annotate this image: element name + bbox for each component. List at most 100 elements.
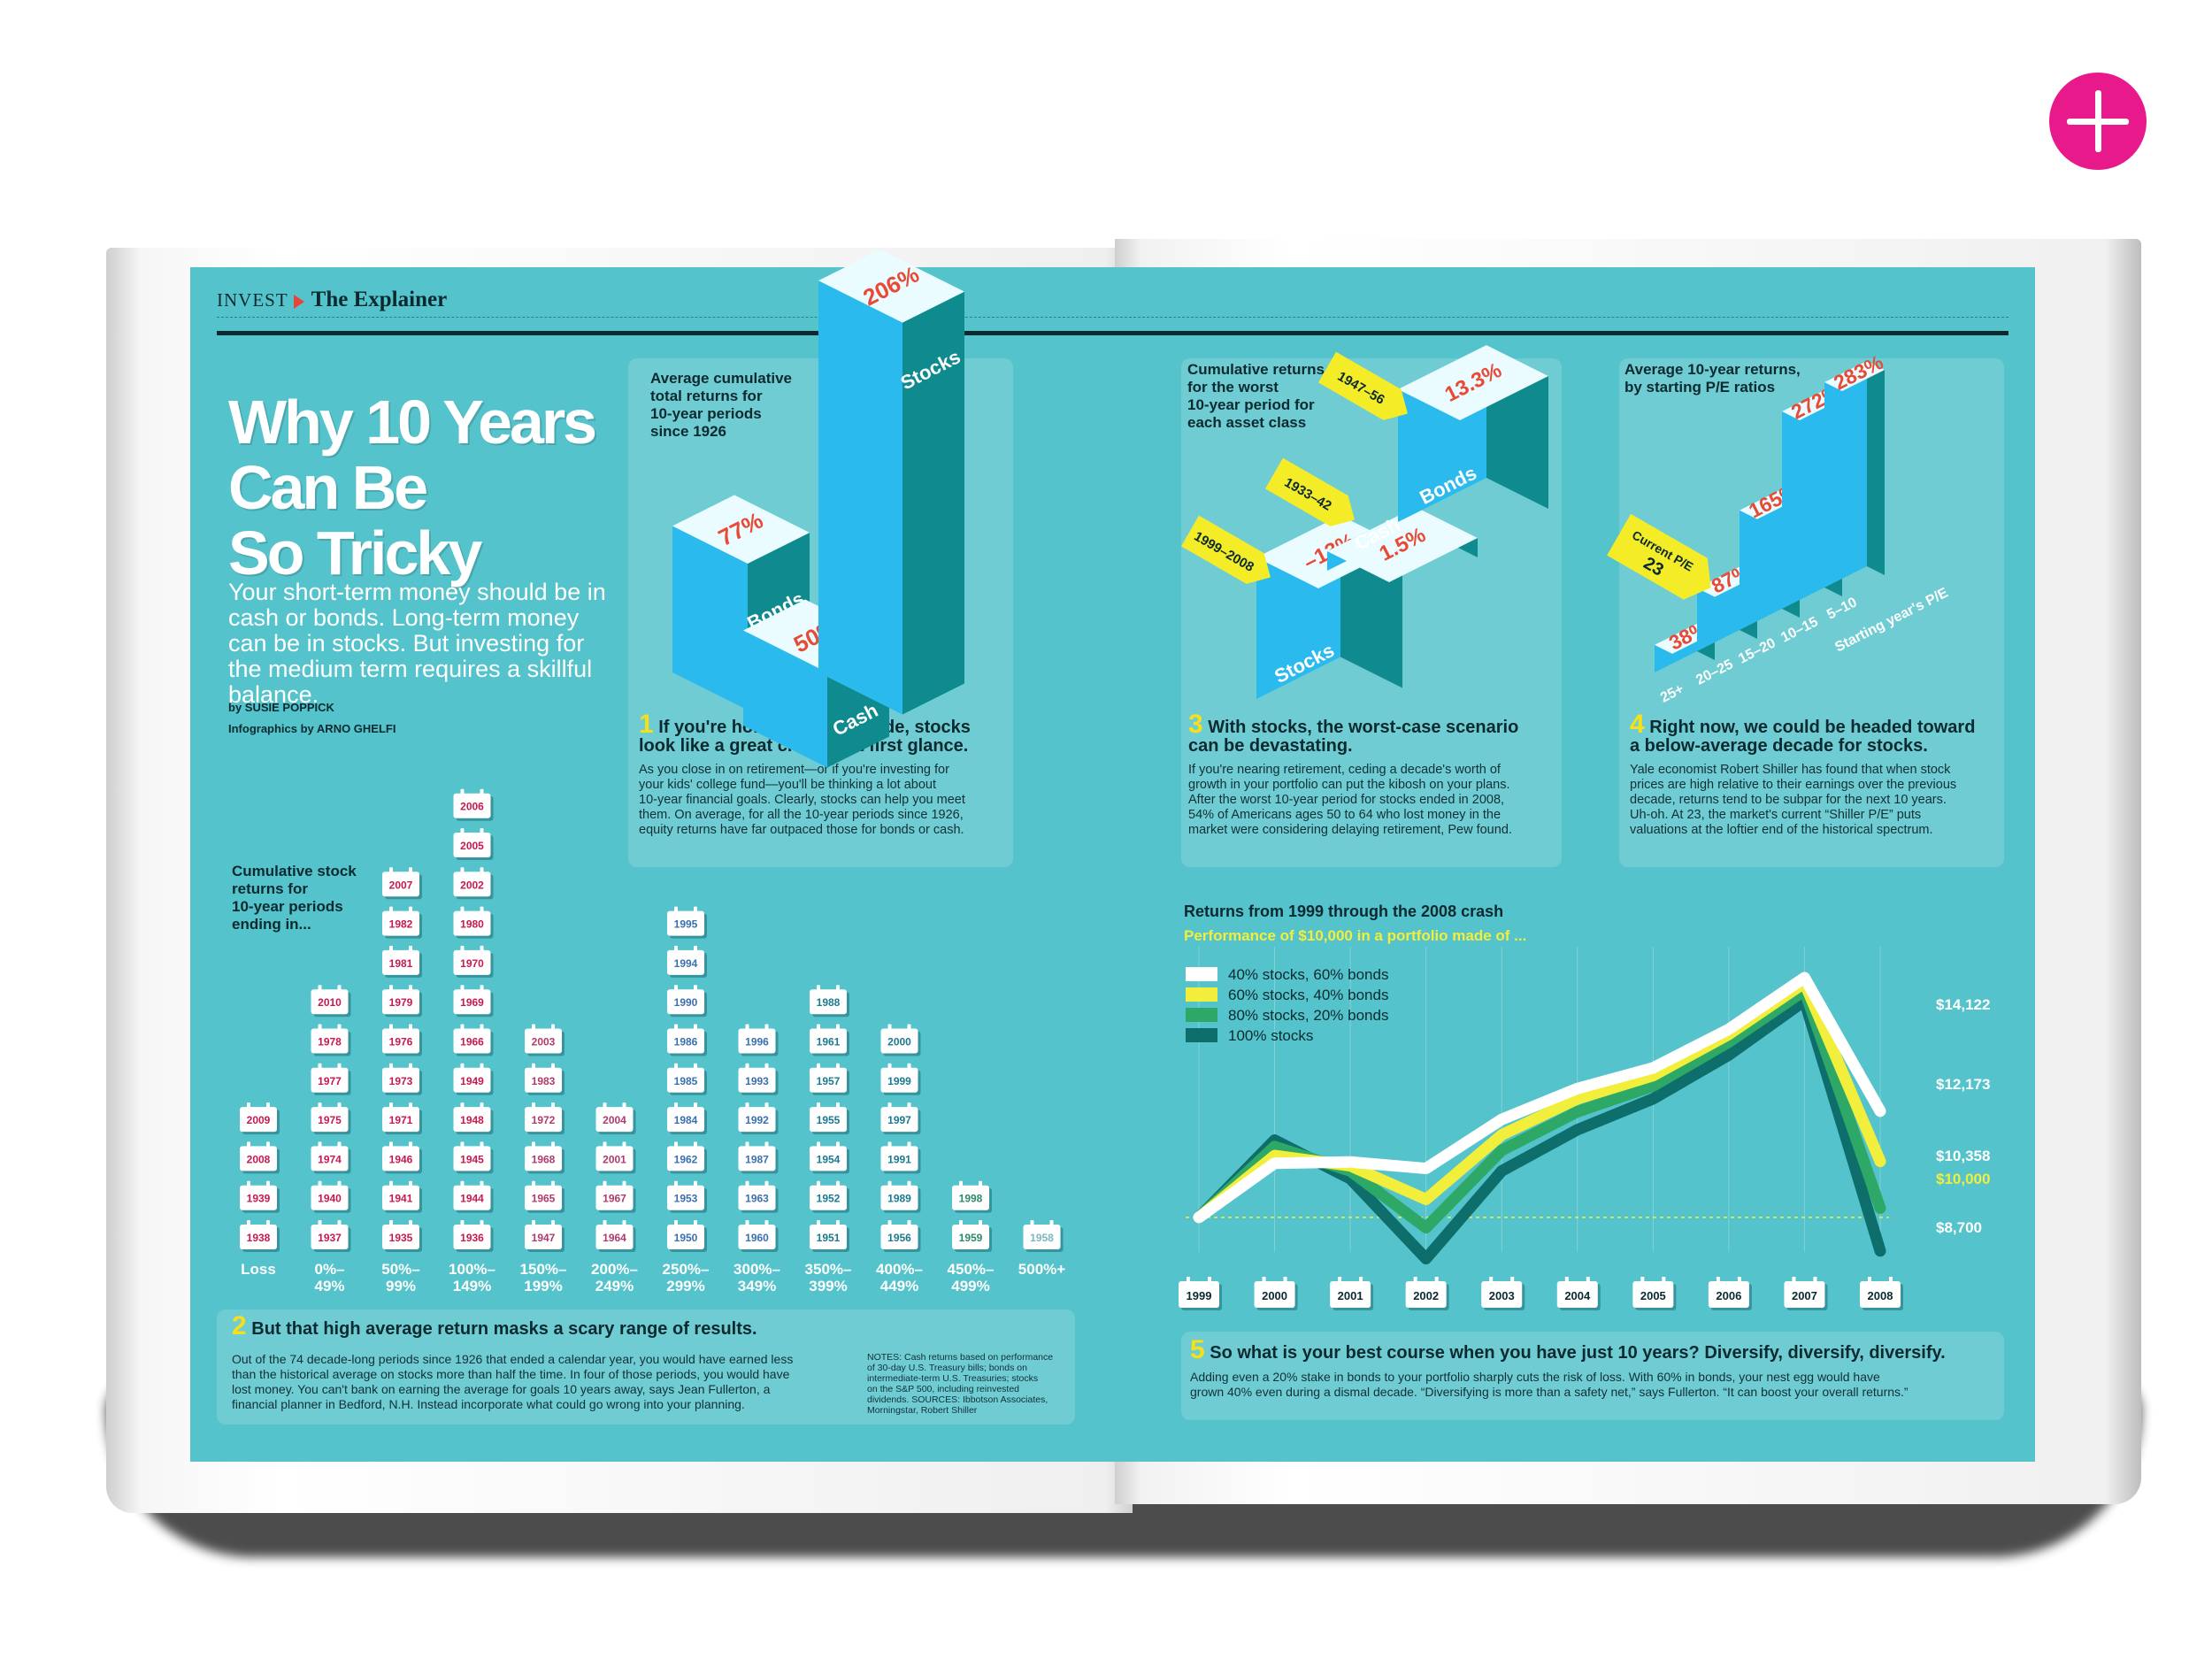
year-tile: 1975 (311, 1102, 351, 1135)
year-tile: 1984 (667, 1102, 707, 1135)
chart5-year-ring (1489, 1277, 1494, 1284)
histogram-bin: 1960 1963 1987 1992 1993 1996 300%–349% (733, 1024, 780, 1294)
bin-label: 350%– (805, 1261, 852, 1278)
year-tile-body (453, 1028, 491, 1054)
year-label: 1993 (745, 1075, 769, 1087)
chart1-bar-front (743, 630, 827, 768)
year-tile: 1947 (525, 1220, 565, 1252)
year-tile-ring (674, 1220, 678, 1227)
chart5-year-body (1254, 1281, 1295, 1308)
year-tile: 2006 (453, 788, 494, 821)
year-tile-ring (745, 1220, 749, 1227)
year-label: 1988 (817, 996, 841, 1009)
chart5-year-ring (1737, 1277, 1741, 1284)
year-tile-body (453, 1067, 491, 1093)
chart5-year-ring (1262, 1277, 1266, 1284)
year-label: 1969 (460, 996, 484, 1009)
year-label: 1976 (389, 1036, 413, 1048)
year-tile: 1959 (952, 1220, 992, 1252)
year-tile-ring (532, 1141, 535, 1149)
chart5-baseline-label: $10,000 (1936, 1171, 1990, 1187)
year-tile-ring (887, 1220, 892, 1227)
chart5-subtitle: Performance of $10,000 in a portfolio ma… (1184, 927, 1527, 944)
chart2-title-line: each asset class (1187, 414, 1307, 431)
chart3-title: Average 10-year returns, by starting P/E… (1624, 361, 1855, 396)
year-tile-body (880, 1146, 918, 1171)
section3-body-line: After the worst 10-year period for stock… (1188, 793, 1505, 807)
section4-head-line: a below-average decade for stocks. (1630, 736, 1928, 756)
year-tile: 1953 (667, 1180, 707, 1213)
year-tile-body (667, 949, 704, 975)
chart5-year-tile: 2008 (1860, 1277, 1903, 1310)
bin-label: 299% (666, 1278, 704, 1294)
chart2-bar-top (1327, 507, 1478, 582)
year-tile-ring (337, 1141, 342, 1149)
year-tile-body (810, 1185, 847, 1210)
year-tile: 1963 (738, 1180, 779, 1213)
histogram-bin: 1937 1940 1974 1975 1977 1978 2010 0%–49% (311, 985, 351, 1294)
chart1-title-line: since 1926 (650, 423, 727, 440)
section2-body: Out of the 74 decade-long periods since … (232, 1352, 860, 1412)
add-icon[interactable]: + (2049, 73, 2147, 170)
chart5-header: Returns from 1999 through the 2008 crash… (1184, 902, 1526, 945)
year-tile-ring (460, 1180, 465, 1188)
year-tile-ring (337, 1063, 342, 1071)
year-tile-ring (694, 906, 697, 914)
year-label: 1962 (674, 1153, 698, 1165)
year-tile-ring (266, 1180, 270, 1188)
year-tile-ring (764, 1180, 769, 1188)
year-label: 1938 (247, 1232, 271, 1244)
year-tile-ring (622, 1102, 626, 1110)
year-tile-body (382, 872, 419, 897)
bin-label: 500%+ (1018, 1261, 1065, 1278)
year-tile: 1957 (810, 1063, 849, 1095)
chart5-year-ring (1510, 1277, 1515, 1284)
year-tile-ring (764, 1102, 769, 1110)
year-tile-ring (836, 1220, 840, 1227)
year-tile-ring (480, 1220, 484, 1227)
year-tile: 1960 (738, 1220, 779, 1252)
year-tile-body (311, 1185, 349, 1210)
year-tile: 1946 (382, 1141, 422, 1174)
section-number: 3 (1188, 710, 1203, 739)
year-tile-ring (745, 1063, 749, 1071)
year-tile-ring (674, 1102, 678, 1110)
chart5-year-label: 2006 (1716, 1289, 1741, 1302)
year-tile-ring (318, 1063, 322, 1071)
year-tile-ring (622, 1180, 626, 1188)
year-tile-body (738, 1028, 776, 1054)
section-number: 2 (232, 1311, 247, 1340)
bin-label: 449% (880, 1278, 918, 1294)
chart1-bar-stocks: 206%Stocks (818, 250, 964, 715)
section-header: INVEST The Explainer (217, 288, 447, 312)
year-tile-ring (959, 1180, 963, 1188)
section4-body-line: Yale economist Robert Shiller has found … (1630, 763, 1951, 777)
year-tile-ring (409, 1180, 412, 1188)
year-tile-body (311, 1067, 349, 1093)
year-label: 1951 (817, 1232, 841, 1244)
year-tile-ring (836, 985, 840, 993)
year-tile: 1966 (453, 1024, 494, 1056)
chart5-year-ring (1640, 1277, 1645, 1284)
bin-label: 250%– (663, 1261, 710, 1278)
year-label: 2008 (247, 1153, 271, 1165)
year-label: 2007 (389, 879, 413, 891)
chart5-year-tile: 2004 (1556, 1277, 1601, 1310)
year-tile: 1976 (382, 1024, 422, 1056)
year-label: 1978 (318, 1036, 342, 1048)
year-tile-body (738, 1146, 776, 1171)
year-tile-body (382, 1185, 419, 1210)
year-tile-ring (480, 788, 484, 796)
year-tile-body (382, 949, 419, 975)
section1-body-line: equity returns have far outpaced those f… (639, 823, 964, 837)
chart5-end-label: $14,122 (1936, 996, 1990, 1013)
histogram-bin: 1950 1953 1962 1984 1985 1986 1990 1994 1995 250%… (663, 906, 710, 1294)
year-tile: 1961 (810, 1024, 849, 1056)
year-tile-body (453, 793, 491, 818)
chart1-title-line: total returns for (650, 388, 763, 404)
year-tile-ring (603, 1102, 607, 1110)
chart5-legend-label: 60% stocks, 40% bonds (1228, 987, 1388, 1003)
year-tile: 1935 (382, 1220, 422, 1252)
section3-text: 3 With stocks, the worst-case scenario c… (1188, 711, 1560, 838)
